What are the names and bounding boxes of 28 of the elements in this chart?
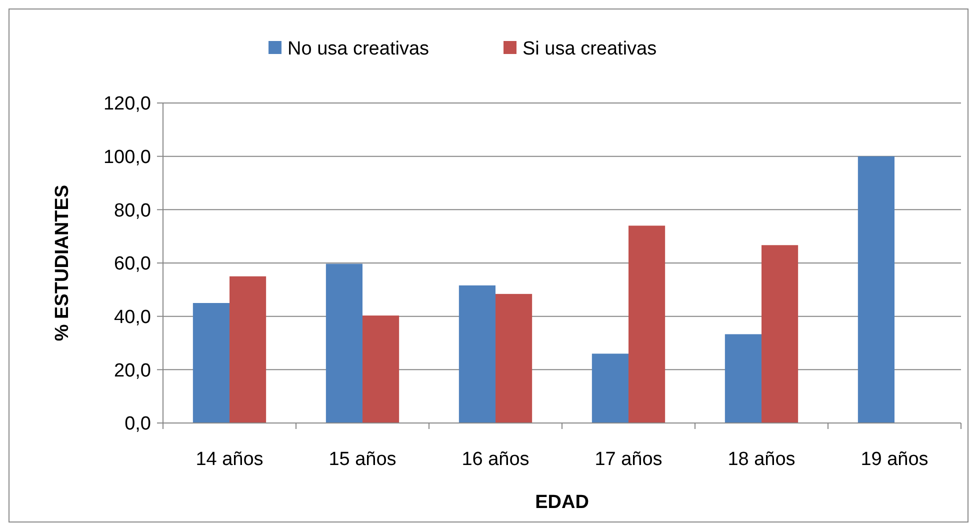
y-tick-label: 60,0 <box>114 254 151 275</box>
y-tick-label: 0,0 <box>124 414 151 435</box>
bar <box>326 264 362 423</box>
bar <box>362 316 400 423</box>
y-tick-label: 100,0 <box>103 146 151 168</box>
bar <box>724 334 762 423</box>
bar <box>192 303 230 423</box>
x-tick-label: 19 años <box>860 449 928 470</box>
bar <box>230 276 266 423</box>
legend-label: Si usa creativas <box>522 38 657 60</box>
bar <box>592 354 628 423</box>
bar <box>762 245 798 423</box>
x-axis-title: EDAD <box>535 492 589 513</box>
x-tick-label: 14 años <box>196 449 264 470</box>
y-tick-label: 120,0 <box>103 94 151 115</box>
bar <box>628 226 666 423</box>
bar <box>496 294 532 423</box>
bar <box>858 156 894 423</box>
y-tick-label: 20,0 <box>114 360 151 382</box>
y-tick-label: 40,0 <box>114 306 151 328</box>
x-tick-label: 15 años <box>328 449 396 470</box>
x-tick-label: 16 años <box>462 449 530 470</box>
x-tick-label: 18 años <box>728 449 796 470</box>
y-axis-title: % ESTUDIANTES <box>52 184 73 342</box>
bar <box>458 285 496 423</box>
legend-label: No usa creativas <box>288 38 430 60</box>
x-tick-label: 17 años <box>594 449 662 470</box>
y-tick-label: 80,0 <box>114 200 151 222</box>
